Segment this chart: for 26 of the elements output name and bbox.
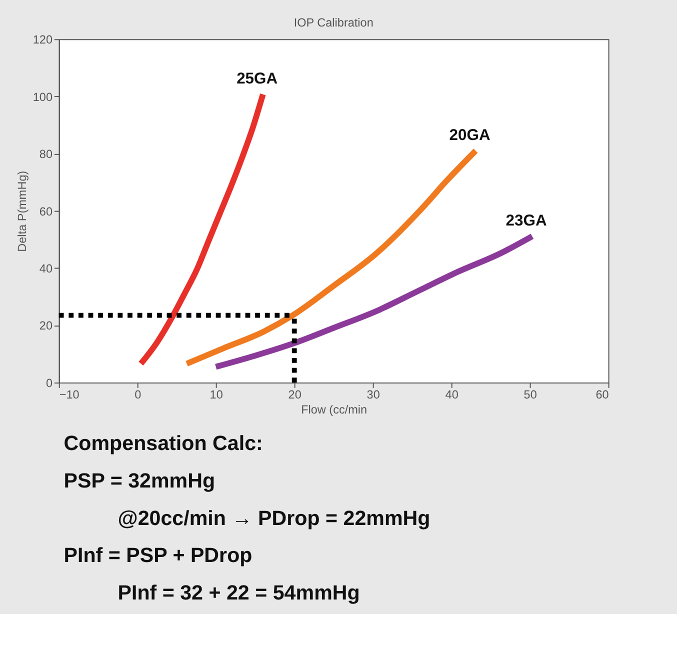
- x-axis-title: Flow (cc/min: [301, 403, 368, 416]
- x-tick-label: 40: [445, 388, 459, 402]
- y-tick-label: 60: [39, 205, 53, 218]
- x-tick-label: 60: [596, 388, 610, 402]
- series-label: 23GA: [506, 212, 547, 230]
- x-tick-label: −10: [59, 388, 80, 402]
- text: Compensation Calc:: [64, 432, 263, 456]
- series-label: 20GA: [449, 126, 490, 144]
- series-label: 25GA: [236, 70, 278, 88]
- x-tick-label: 10: [210, 388, 224, 402]
- text: PInf = PSP + PDrop: [64, 544, 252, 568]
- y-tick-label: 0: [46, 376, 53, 390]
- x-tick-label: 20: [288, 388, 302, 402]
- y-tick-label: 40: [39, 262, 53, 276]
- y-tick-label: 80: [39, 148, 53, 162]
- text: PInf = 32 + 22 = 54mmHg: [118, 581, 360, 604]
- x-tick-label: 50: [524, 388, 538, 402]
- y-tick-label: 100: [32, 90, 53, 104]
- chart-title: IOP Calibration: [294, 16, 374, 30]
- y-axis-title: Delta P(mmHg): [16, 170, 29, 252]
- x-tick-label: 0: [134, 388, 142, 402]
- x-tick-label: 30: [366, 388, 380, 402]
- y-tick-label: 120: [32, 34, 53, 47]
- y-tick-label: 20: [39, 320, 53, 333]
- text: PSP = 32mmHg: [64, 470, 216, 493]
- text: @20cc/min → PDrop = 22mmHg: [118, 506, 430, 530]
